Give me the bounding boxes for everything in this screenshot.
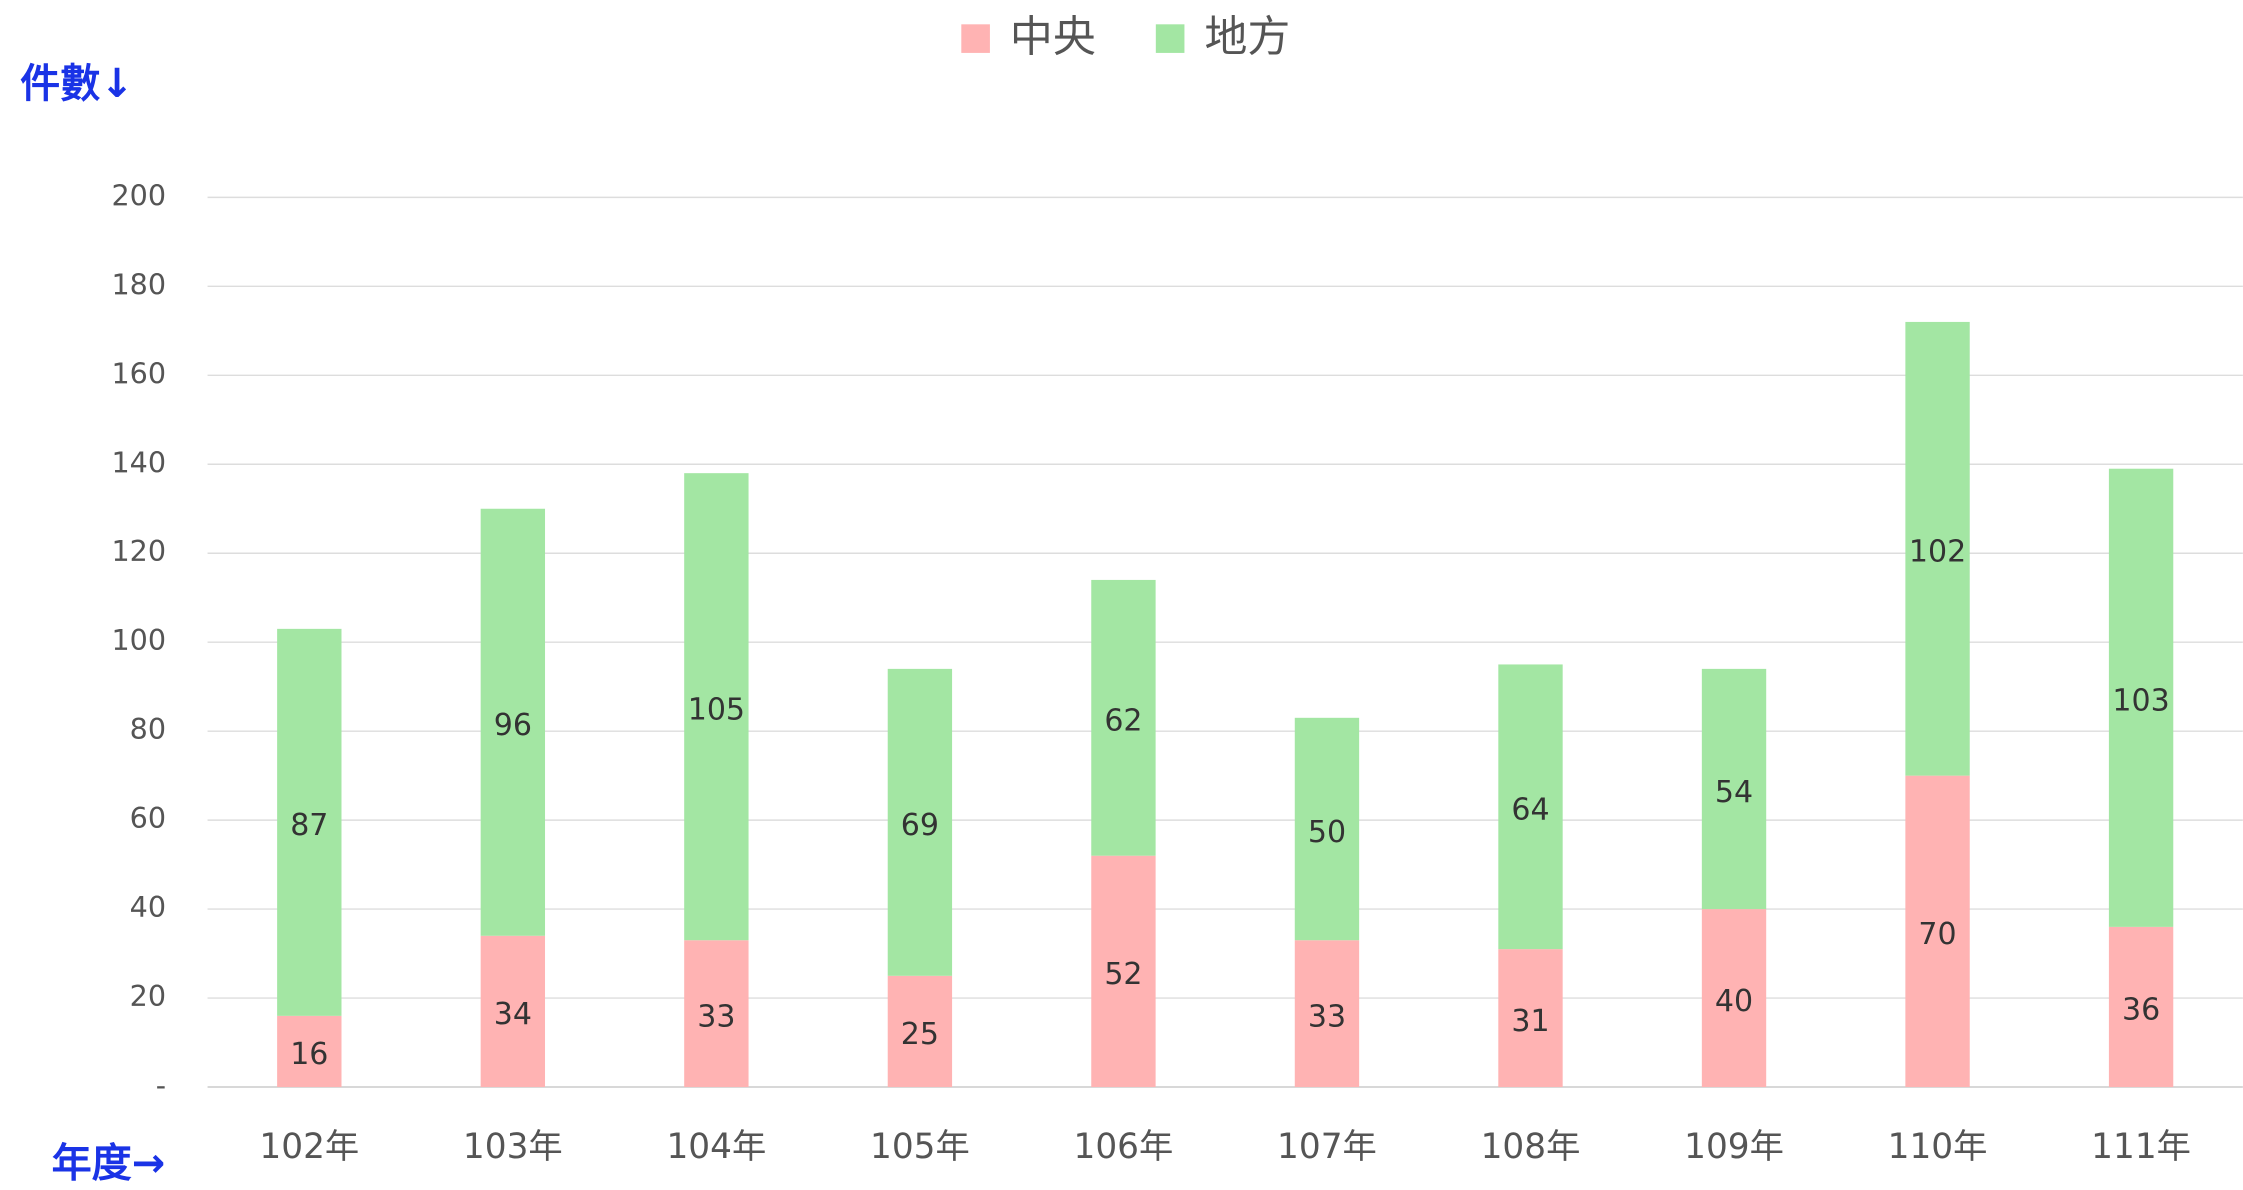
bar-segment bbox=[1294, 717, 1360, 941]
bar-segment bbox=[684, 473, 749, 941]
y-tick-label: 60 bbox=[130, 801, 166, 835]
y-tick-label: 40 bbox=[130, 890, 166, 924]
data-label: 54 bbox=[1715, 775, 1753, 810]
data-label: 34 bbox=[494, 997, 532, 1032]
x-tick-label: 109年 bbox=[1684, 1127, 1784, 1167]
data-label: 64 bbox=[1511, 793, 1549, 828]
data-label: 102 bbox=[1909, 535, 1966, 570]
bar-segment bbox=[277, 628, 342, 1016]
bar-segment bbox=[1091, 855, 1156, 1088]
data-label: 50 bbox=[1308, 815, 1346, 850]
y-tick-label: 120 bbox=[111, 534, 166, 568]
y-axis-label: 件數↓ bbox=[20, 61, 134, 107]
y-tick-label: 200 bbox=[111, 178, 166, 212]
y-tick-label: - bbox=[156, 1068, 166, 1102]
legend-label: 地方 bbox=[1204, 13, 1290, 63]
y-tick-label: 160 bbox=[111, 356, 166, 390]
bar-segment bbox=[1091, 579, 1156, 856]
data-label: 52 bbox=[1104, 957, 1142, 992]
bar-segment bbox=[887, 668, 953, 976]
data-label: 87 bbox=[290, 808, 328, 843]
data-label: 96 bbox=[494, 708, 532, 743]
x-tick-label: 103年 bbox=[463, 1127, 563, 1167]
x-tick-label: 111年 bbox=[2091, 1127, 2191, 1167]
x-tick-label: 110年 bbox=[1888, 1127, 1988, 1167]
x-axis-label: 年度→ bbox=[52, 1141, 166, 1187]
x-tick-label: 102年 bbox=[259, 1127, 359, 1167]
bar-segment bbox=[887, 975, 953, 1088]
x-tick-label: 105年 bbox=[870, 1127, 970, 1167]
data-label: 25 bbox=[901, 1017, 939, 1052]
bar-segment bbox=[1905, 321, 1970, 776]
bar-segment bbox=[1498, 949, 1563, 1088]
data-label: 31 bbox=[1511, 1004, 1549, 1039]
bar-segment bbox=[480, 508, 546, 936]
y-tick-label: 140 bbox=[111, 445, 166, 479]
bar-segment bbox=[480, 935, 546, 1088]
data-label: 40 bbox=[1715, 984, 1753, 1019]
x-tick-label: 104年 bbox=[666, 1127, 766, 1167]
legend-swatch bbox=[961, 24, 990, 53]
legend-swatch bbox=[1155, 24, 1185, 53]
x-tick-label: 107年 bbox=[1277, 1127, 1377, 1167]
data-label: 33 bbox=[1308, 999, 1346, 1034]
y-tick-label: 180 bbox=[111, 267, 166, 301]
bar-segment bbox=[1905, 775, 1970, 1088]
x-tick-label: 106年 bbox=[1074, 1127, 1174, 1167]
bar-segment bbox=[1498, 664, 1563, 950]
y-tick-label: 80 bbox=[130, 712, 166, 746]
data-label: 62 bbox=[1104, 704, 1142, 739]
data-label: 33 bbox=[697, 999, 735, 1034]
data-label: 103 bbox=[2112, 684, 2169, 719]
data-label: 70 bbox=[1918, 917, 1956, 952]
y-tick-label: 100 bbox=[111, 623, 166, 657]
bar-segment bbox=[1701, 668, 1767, 910]
bar-segment bbox=[277, 1015, 342, 1088]
bar-segment bbox=[2108, 926, 2174, 1088]
bar-segment bbox=[2108, 468, 2174, 927]
x-tick-label: 108年 bbox=[1481, 1127, 1581, 1167]
data-label: 69 bbox=[901, 808, 939, 843]
data-label: 105 bbox=[688, 692, 745, 727]
y-tick-label: 20 bbox=[130, 979, 166, 1013]
legend-label: 中央 bbox=[1010, 13, 1096, 63]
bar-segment bbox=[1294, 940, 1360, 1088]
data-label: 16 bbox=[290, 1037, 328, 1072]
data-label: 36 bbox=[2122, 993, 2160, 1028]
bar-segment bbox=[684, 940, 749, 1088]
bar-segment bbox=[1701, 909, 1767, 1088]
